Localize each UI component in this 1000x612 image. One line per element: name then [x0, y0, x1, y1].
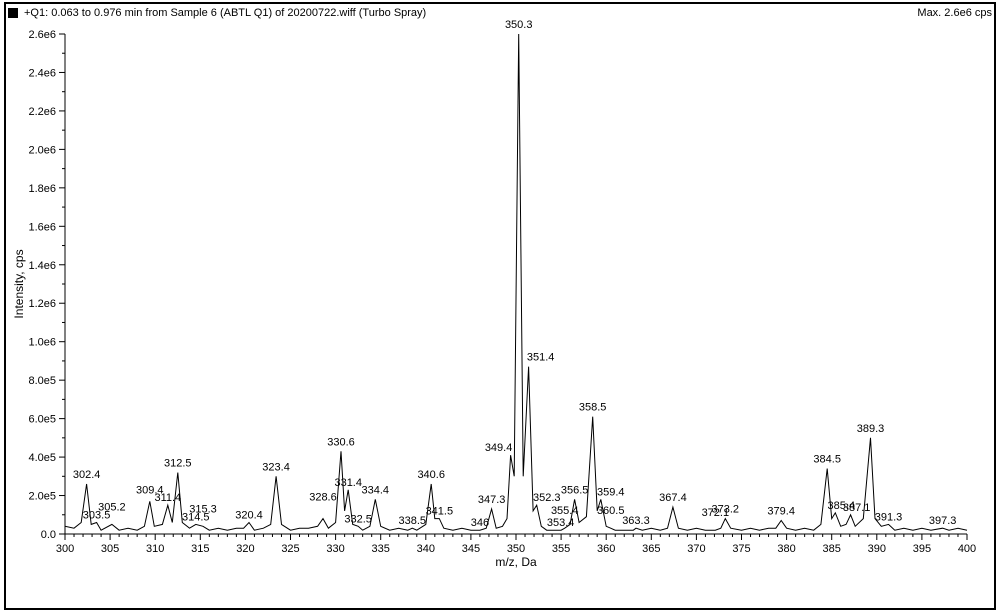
x-tick-label: 375 — [732, 543, 750, 555]
peak-label: 360.5 — [597, 505, 625, 517]
peak-label: 330.6 — [327, 436, 355, 448]
peak-label: 359.4 — [597, 486, 625, 498]
x-tick-label: 340 — [417, 543, 435, 555]
peak-label: 355.4 — [551, 505, 579, 517]
peak-label: 397.3 — [929, 515, 957, 527]
peak-label: 312.5 — [164, 457, 192, 469]
peak-label: 350.3 — [505, 19, 533, 31]
y-tick-label: 2.0e6 — [28, 144, 56, 156]
x-tick-label: 400 — [958, 543, 976, 555]
peak-label: 328.6 — [309, 492, 337, 504]
header-max: Max. 2.6e6 cps — [917, 7, 992, 19]
x-tick-label: 390 — [868, 543, 886, 555]
y-tick-label: 1.8e6 — [28, 183, 56, 195]
y-tick-label: 1.6e6 — [28, 221, 56, 233]
peak-label: 320.4 — [235, 509, 263, 521]
y-tick-label: 2.4e6 — [28, 67, 56, 79]
peak-label: 379.4 — [767, 506, 795, 518]
peak-label: 384.5 — [813, 454, 841, 466]
x-tick-label: 365 — [642, 543, 660, 555]
peak-label: 334.4 — [362, 484, 390, 496]
peak-label: 323.4 — [262, 461, 290, 473]
peak-label: 349.4 — [485, 442, 513, 454]
x-tick-label: 300 — [56, 543, 74, 555]
x-tick-label: 355 — [552, 543, 570, 555]
x-tick-label: 345 — [462, 543, 480, 555]
x-tick-label: 320 — [236, 543, 254, 555]
peak-label: 351.4 — [527, 352, 555, 364]
legend-box — [8, 8, 18, 18]
x-tick-label: 315 — [191, 543, 209, 555]
x-tick-label: 360 — [597, 543, 615, 555]
y-tick-label: 2.2e6 — [28, 106, 56, 118]
peak-label: 341.5 — [426, 506, 454, 518]
peak-label: 340.6 — [417, 469, 445, 481]
header-title: +Q1: 0.063 to 0.976 min from Sample 6 (A… — [24, 7, 426, 19]
peak-label: 367.4 — [659, 492, 687, 504]
x-tick-label: 330 — [326, 543, 344, 555]
y-tick-label: 6.0e5 — [28, 414, 56, 426]
x-tick-label: 385 — [823, 543, 841, 555]
x-axis-title: m/z, Da — [495, 555, 537, 569]
spectrum-plot: 3003053103153203253303353403453503553603… — [65, 28, 973, 570]
x-tick-label: 325 — [281, 543, 299, 555]
peak-label: 338.5 — [399, 515, 427, 527]
y-axis-title: Intensity, cps — [12, 249, 26, 318]
y-tick-label: 0.0 — [41, 529, 56, 541]
chart-header: +Q1: 0.063 to 0.976 min from Sample 6 (A… — [8, 6, 992, 20]
peak-label: 331.4 — [334, 477, 362, 489]
x-tick-label: 395 — [913, 543, 931, 555]
peak-label: 387.1 — [843, 502, 871, 514]
peak-label: 389.3 — [857, 423, 885, 435]
peak-label: 356.5 — [561, 484, 589, 496]
peak-label: 315.3 — [189, 503, 217, 515]
y-tick-label: 2.0e5 — [28, 491, 56, 503]
y-tick-label: 2.6e6 — [28, 29, 56, 41]
peak-label: 353.4 — [547, 517, 575, 529]
y-tick-label: 8.0e5 — [28, 375, 56, 387]
x-tick-label: 305 — [101, 543, 119, 555]
peak-label: 346 — [471, 517, 489, 529]
peak-label: 347.3 — [478, 494, 506, 506]
peak-label: 391.3 — [875, 511, 903, 523]
peak-label: 373.2 — [711, 504, 739, 516]
x-tick-label: 335 — [372, 543, 390, 555]
peak-label: 358.5 — [579, 402, 607, 414]
x-tick-label: 310 — [146, 543, 164, 555]
peak-label: 332.5 — [344, 513, 372, 525]
header-left: +Q1: 0.063 to 0.976 min from Sample 6 (A… — [8, 7, 426, 19]
y-tick-label: 1.0e6 — [28, 337, 56, 349]
y-tick-label: 1.2e6 — [28, 298, 56, 310]
peak-label: 363.3 — [622, 515, 650, 527]
peak-label: 305.2 — [98, 501, 126, 513]
x-tick-label: 380 — [777, 543, 795, 555]
peak-label: 352.3 — [533, 492, 561, 504]
peak-label: 311.4 — [154, 492, 181, 504]
y-tick-label: 1.4e6 — [28, 260, 56, 272]
y-tick-label: 4.0e5 — [28, 452, 56, 464]
x-tick-label: 350 — [507, 543, 525, 555]
x-tick-label: 370 — [687, 543, 705, 555]
peak-label: 302.4 — [73, 469, 101, 481]
